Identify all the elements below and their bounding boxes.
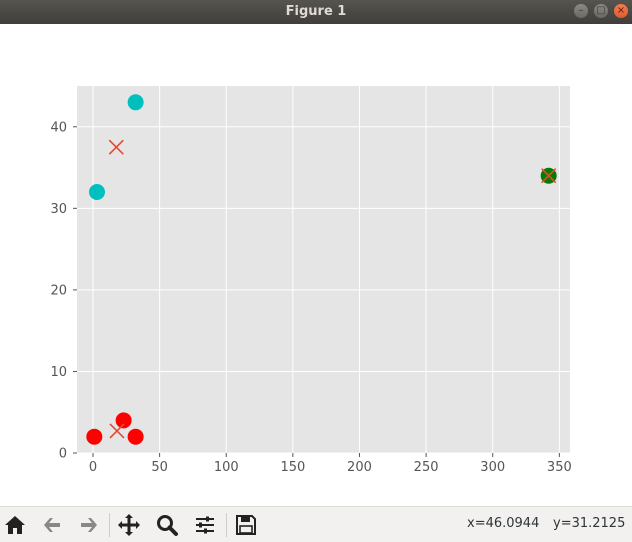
x-tick-label: 250 xyxy=(414,460,439,475)
maximize-icon[interactable]: □ xyxy=(594,4,608,18)
x-tick-label: 50 xyxy=(151,460,168,475)
home-icon[interactable] xyxy=(3,513,27,537)
zoom-icon[interactable] xyxy=(155,513,179,537)
x-tick-label: 200 xyxy=(347,460,372,475)
x-tick-label: 0 xyxy=(89,460,97,475)
cursor-y-readout: y=31.2125 xyxy=(553,516,626,531)
scatter-point xyxy=(127,94,144,111)
x-tick-label: 100 xyxy=(214,460,239,475)
scatter-point xyxy=(127,428,144,445)
scatter-point xyxy=(86,428,103,445)
window-title: Figure 1 xyxy=(285,4,347,19)
pan-icon[interactable] xyxy=(117,513,141,537)
forward-arrow-icon[interactable] xyxy=(77,513,101,537)
x-tick-label: 150 xyxy=(280,460,305,475)
window-titlebar: – □ × Figure 1 xyxy=(0,0,632,24)
configure-icon[interactable] xyxy=(193,513,217,537)
scatter-point xyxy=(88,184,105,201)
close-icon[interactable]: × xyxy=(614,4,628,18)
minimize-icon[interactable]: – xyxy=(574,4,588,18)
centroid-marker xyxy=(109,423,125,439)
toolbar-separator xyxy=(226,513,227,537)
centroid-marker xyxy=(541,168,557,184)
toolbar-separator xyxy=(109,513,110,537)
navigation-toolbar: x=46.0944 y=31.2125 xyxy=(0,506,632,542)
cursor-x-readout: x=46.0944 xyxy=(467,516,540,531)
y-tick-label: 40 xyxy=(50,120,67,135)
x-tick-label: 300 xyxy=(480,460,505,475)
y-tick-label: 20 xyxy=(50,283,67,298)
y-tick-label: 10 xyxy=(50,365,67,380)
back-arrow-icon[interactable] xyxy=(40,513,64,537)
centroid-marker xyxy=(108,139,124,155)
y-tick-label: 30 xyxy=(50,202,67,217)
plot-area xyxy=(77,86,570,453)
scatter-plot[interactable]: 0 50 100 150 200 250 300 350 0 10 20 30 40 xyxy=(0,24,632,506)
y-tick-label: 0 xyxy=(59,447,67,462)
figure-canvas[interactable]: 0 50 100 150 200 250 300 350 0 10 20 30 40 xyxy=(0,24,632,506)
save-icon[interactable] xyxy=(234,513,258,537)
scatter-point xyxy=(115,412,132,429)
x-tick-label: 350 xyxy=(547,460,572,475)
